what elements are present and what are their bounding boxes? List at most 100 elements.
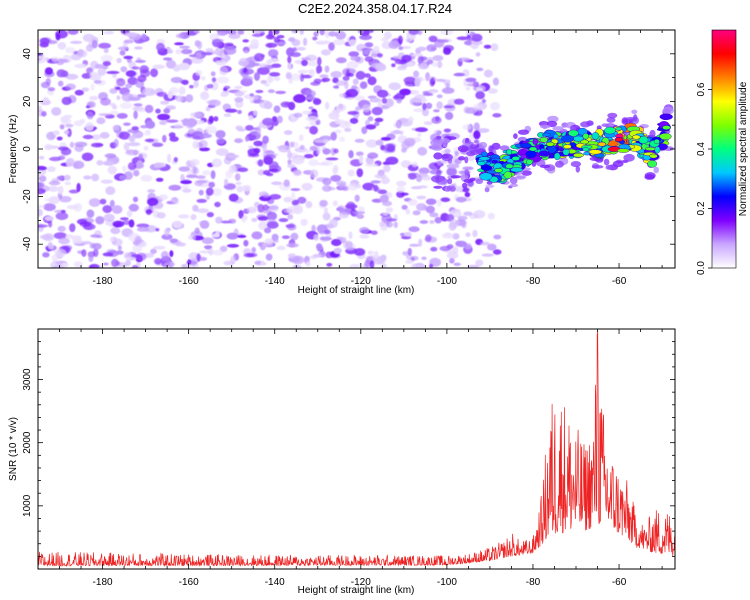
noise-blob: [245, 125, 254, 131]
noise-blob: [197, 40, 203, 50]
noise-blob: [388, 40, 400, 50]
noise-blob: [419, 220, 429, 224]
signal-halo-blob: [539, 164, 551, 169]
noise-blob: [386, 218, 397, 222]
noise-blob: [252, 30, 266, 34]
noise-blob: [53, 232, 67, 240]
noise-blob: [373, 45, 380, 53]
noise-blob: [285, 224, 295, 229]
noise-blob: [278, 144, 291, 153]
noise-blob: [291, 30, 299, 34]
noise-blob: [379, 194, 389, 203]
noise-blob: [365, 139, 378, 148]
noise-blob: [403, 76, 416, 85]
noise-blob: [308, 106, 314, 110]
noise-blob: [330, 131, 337, 141]
noise-blob: [288, 37, 296, 42]
signal-halo-blob: [631, 109, 638, 115]
noise-blob: [401, 140, 410, 150]
noise-blob: [287, 55, 292, 64]
noise-blob: [444, 111, 454, 120]
noise-blob: [254, 72, 260, 81]
noise-blob: [215, 231, 220, 238]
noise-blob: [61, 96, 72, 106]
noise-blob: [56, 175, 63, 181]
signal-halo-blob: [433, 152, 443, 160]
noise-blob: [248, 145, 254, 149]
noise-blob: [64, 181, 72, 186]
noise-blob: [287, 150, 292, 160]
noise-blob: [178, 86, 186, 95]
noise-blob: [42, 233, 55, 242]
noise-blob: [133, 103, 143, 107]
noise-blob: [473, 122, 480, 131]
noise-blob: [285, 73, 292, 80]
noise-blob: [55, 30, 68, 39]
noise-blob: [128, 219, 135, 228]
noise-blob: [47, 166, 56, 173]
signal-blob: [480, 164, 493, 171]
noise-blob: [235, 181, 242, 185]
noise-blob: [440, 197, 451, 202]
noise-blob: [89, 71, 98, 79]
noise-blob: [262, 204, 269, 211]
noise-blob: [192, 140, 199, 149]
noise-blob: [305, 261, 311, 267]
signal-halo-blob: [514, 175, 526, 180]
noise-blob: [350, 56, 358, 61]
noise-blob: [58, 58, 69, 63]
noise-blob: [102, 61, 112, 67]
noise-blob: [251, 217, 258, 222]
noise-blob: [119, 50, 126, 56]
noise-blob: [60, 115, 69, 124]
signal-blob: [510, 167, 523, 173]
signal-halo-blob: [552, 126, 564, 131]
noise-blob: [266, 211, 277, 221]
noise-blob: [57, 225, 66, 232]
noise-blob: [370, 230, 378, 235]
noise-blob: [269, 204, 279, 212]
noise-blob: [179, 45, 191, 49]
noise-blob: [194, 120, 205, 125]
noise-blob: [386, 221, 394, 228]
noise-blob: [262, 117, 274, 126]
noise-blob: [408, 116, 414, 123]
noise-blob: [117, 245, 122, 251]
noise-blob: [230, 255, 236, 265]
noise-blob: [136, 223, 150, 228]
noise-blob: [287, 159, 292, 165]
noise-blob: [58, 185, 64, 195]
signal-halo-blob: [462, 182, 468, 189]
noise-blob: [44, 144, 53, 151]
noise-blob: [456, 36, 470, 41]
x-tick-label: -100: [437, 276, 457, 287]
signal-peak: [477, 160, 486, 166]
noise-blob: [426, 44, 437, 52]
noise-blob: [273, 105, 281, 113]
noise-blob: [487, 88, 498, 94]
y-tick-label: -40: [22, 237, 33, 252]
noise-blob: [453, 72, 466, 77]
noise-blob: [107, 165, 118, 175]
noise-blob: [190, 214, 197, 221]
noise-blob: [152, 64, 165, 70]
noise-blob: [344, 127, 352, 132]
noise-blob: [180, 180, 193, 185]
noise-blob: [431, 116, 442, 124]
noise-blob: [123, 171, 133, 180]
noise-blob: [369, 260, 375, 268]
noise-blob: [237, 234, 247, 238]
noise-blob: [416, 174, 422, 183]
noise-blob: [181, 185, 190, 189]
y-tick-label: 40: [22, 48, 33, 60]
noise-blob: [416, 203, 427, 211]
noise-blob: [134, 59, 146, 64]
signal-blob: [582, 132, 589, 140]
noise-blob: [334, 129, 342, 134]
y-tick-label: 1000: [22, 494, 33, 517]
noise-blob: [417, 146, 428, 156]
colorbar-ticks: 0.0 0.2 0.4 0.6: [696, 82, 712, 275]
noise-blob: [365, 124, 377, 130]
noise-blob: [348, 150, 354, 159]
